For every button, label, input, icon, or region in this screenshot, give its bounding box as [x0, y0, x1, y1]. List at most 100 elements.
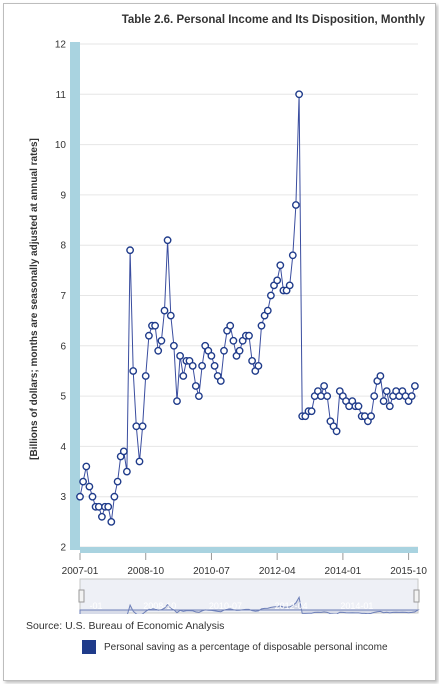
y-tick-label: 7: [60, 291, 66, 302]
data-point[interactable]: [295, 90, 303, 99]
data-point[interactable]: [254, 361, 263, 370]
y-tick-label: 2: [60, 543, 66, 554]
y-tick-label: 5: [60, 392, 66, 403]
y-tick-label: 12: [55, 40, 67, 51]
y-tick-label: 11: [56, 90, 67, 101]
x-axis-band: [80, 547, 418, 553]
data-point[interactable]: [229, 336, 238, 345]
navigator[interactable]: [79, 578, 419, 614]
legend-item[interactable]: Personal saving as a percentage of dispo…: [82, 640, 388, 654]
data-point[interactable]: [110, 492, 119, 501]
data-point[interactable]: [226, 321, 235, 330]
navigator-tick-labels: -01 2008-10 2010-07 2012-04 2014-01: [89, 601, 373, 611]
data-point[interactable]: [367, 412, 375, 421]
data-point[interactable]: [382, 387, 391, 395]
data-point[interactable]: [154, 346, 163, 355]
data-point[interactable]: [317, 392, 325, 400]
navigator-tick-label: 2012-04: [275, 601, 308, 611]
data-point[interactable]: [245, 331, 253, 340]
data-point[interactable]: [166, 311, 175, 320]
data-point[interactable]: [291, 201, 300, 209]
y-axis-label: [Billions of dollars; months are seasona…: [29, 138, 40, 460]
data-point[interactable]: [82, 462, 91, 471]
data-point[interactable]: [113, 477, 122, 486]
data-point[interactable]: [132, 422, 141, 431]
data-point[interactable]: [157, 336, 166, 345]
data-point[interactable]: [198, 361, 207, 370]
data-point[interactable]: [138, 422, 147, 431]
data-point[interactable]: [248, 356, 257, 365]
data-point[interactable]: [307, 407, 316, 416]
series-line: [79, 94, 416, 523]
data-point[interactable]: [129, 367, 138, 375]
navigator-handle-right[interactable]: [413, 589, 420, 603]
data-point[interactable]: [376, 372, 385, 380]
data-point[interactable]: [266, 291, 275, 300]
data-point[interactable]: [119, 447, 128, 456]
data-point[interactable]: [76, 492, 84, 501]
data-point[interactable]: [410, 382, 419, 390]
data-point[interactable]: [160, 306, 169, 315]
data-point[interactable]: [88, 492, 97, 501]
data-point[interactable]: [104, 502, 113, 511]
data-point[interactable]: [210, 361, 219, 370]
data-point[interactable]: [323, 392, 332, 400]
y-tick-label: 6: [60, 341, 66, 352]
chart-frame: Table 2.6. Personal Income and Its Dispo…: [3, 3, 436, 681]
data-point[interactable]: [370, 392, 379, 400]
data-point[interactable]: [354, 402, 363, 411]
navigator-tick-label: -01: [89, 601, 102, 611]
data-point[interactable]: [107, 518, 116, 526]
data-point[interactable]: [194, 392, 203, 400]
legend-swatch: [82, 640, 96, 654]
data-point[interactable]: [163, 236, 172, 245]
data-point[interactable]: [379, 397, 388, 405]
series-markers: [76, 90, 419, 526]
y-tick-label: 4: [60, 442, 66, 453]
data-point[interactable]: [220, 346, 228, 355]
data-point[interactable]: [191, 382, 200, 390]
data-point[interactable]: [288, 251, 297, 260]
navigator-tick-label: 2008-10: [143, 601, 176, 611]
data-point[interactable]: [188, 361, 197, 370]
data-point[interactable]: [385, 402, 394, 411]
data-point[interactable]: [257, 321, 266, 330]
x-tick-label: 2010-07: [193, 566, 230, 577]
line-chart: 2 3 4 5 6 7 8 9 10 11 12 2007-01 2008-10 2010-07 2012…: [29, 40, 427, 614]
x-tick-label: 2014-01: [325, 566, 362, 577]
data-point[interactable]: [332, 427, 341, 436]
data-point[interactable]: [79, 477, 88, 486]
data-point[interactable]: [173, 397, 181, 405]
y-tick-labels: 2 3 4 5 6 7 8 9 10 11 12: [55, 40, 67, 554]
y-tick-label: 8: [60, 241, 66, 252]
y-tick-label: 10: [55, 140, 67, 151]
navigator-handle-left[interactable]: [78, 589, 85, 603]
data-point[interactable]: [263, 306, 272, 315]
data-point[interactable]: [285, 281, 294, 290]
navigator-tick-label: 2014-01: [340, 601, 373, 611]
data-point[interactable]: [407, 392, 416, 400]
data-point[interactable]: [94, 502, 103, 511]
data-point[interactable]: [273, 276, 282, 285]
data-point[interactable]: [207, 351, 216, 360]
data-point[interactable]: [235, 346, 244, 355]
data-point[interactable]: [179, 372, 188, 380]
data-point[interactable]: [98, 512, 106, 521]
data-point[interactable]: [85, 482, 94, 491]
data-point[interactable]: [320, 382, 328, 390]
data-point[interactable]: [126, 246, 135, 255]
y-tick-label: 3: [60, 492, 66, 503]
navigator-series-area: [79, 595, 420, 614]
data-point[interactable]: [144, 331, 153, 340]
data-point[interactable]: [169, 341, 178, 350]
data-point[interactable]: [176, 351, 185, 360]
data-point[interactable]: [151, 321, 160, 330]
data-point[interactable]: [276, 261, 285, 270]
x-tick-labels: 2007-01 2008-10 2010-07 2012-04 2014-01 2015-…: [62, 553, 427, 577]
data-point[interactable]: [123, 467, 131, 476]
data-point[interactable]: [216, 377, 225, 385]
data-point[interactable]: [141, 372, 150, 380]
data-point[interactable]: [135, 457, 144, 466]
x-tick-label: 2007-01: [62, 566, 99, 577]
legend-label: Personal saving as a percentage of dispo…: [104, 641, 388, 653]
